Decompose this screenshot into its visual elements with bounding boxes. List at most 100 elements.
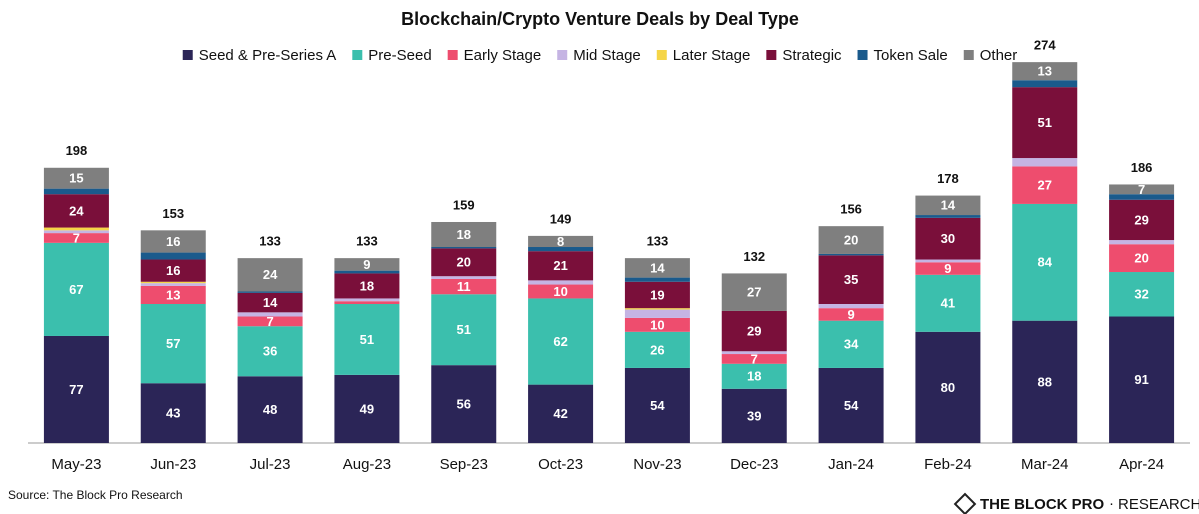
bar-segment <box>721 351 787 355</box>
data-label: 19 <box>650 287 664 302</box>
bar-segment <box>818 304 884 309</box>
bar-segment <box>43 167 109 189</box>
x-tick-label: Jun-23 <box>150 456 196 473</box>
bar-segment <box>1109 316 1175 443</box>
bar-segment <box>237 326 303 377</box>
legend-marker <box>447 50 458 60</box>
bar-segment <box>334 270 400 274</box>
bar-segment <box>1109 272 1175 317</box>
bar-segment <box>528 280 594 285</box>
bar-segment <box>721 310 787 352</box>
bar-segment <box>334 273 400 299</box>
bar-segment <box>624 277 690 282</box>
legend-marker <box>857 50 868 60</box>
bar-segment <box>334 374 400 443</box>
legend-marker <box>963 50 974 60</box>
bar-segment <box>334 258 400 271</box>
bar-segment <box>431 365 497 443</box>
data-label: 54 <box>844 398 859 413</box>
data-label: 20 <box>457 255 471 270</box>
legend-marker <box>557 50 568 60</box>
data-label: 18 <box>360 278 374 293</box>
bar-segment <box>721 388 787 443</box>
bar-segment <box>1109 244 1175 273</box>
bar-segment <box>721 354 787 364</box>
bar-segment <box>237 292 303 313</box>
data-label: 14 <box>650 260 665 275</box>
data-label: 27 <box>747 285 761 300</box>
data-label: 51 <box>360 332 374 347</box>
data-label: 49 <box>360 401 374 416</box>
data-label: 21 <box>553 258 567 273</box>
data-label: 7 <box>73 230 80 245</box>
data-label: 56 <box>457 397 471 412</box>
bar-segment <box>1012 166 1078 204</box>
data-label: 32 <box>1134 287 1148 302</box>
bar-segment <box>140 285 206 304</box>
data-label: 30 <box>941 231 955 246</box>
bar-segment <box>818 253 884 256</box>
bar-segment <box>624 309 690 318</box>
bar-segment <box>818 367 884 443</box>
chart-title: Blockchain/Crypto Venture Deals by Deal … <box>401 9 799 29</box>
data-label: 62 <box>553 334 567 349</box>
bar-segment <box>915 217 981 260</box>
legend-label: Token Sale <box>874 47 948 64</box>
legend-label: Strategic <box>782 47 842 64</box>
data-label: 36 <box>263 344 277 359</box>
bar-segment <box>528 298 594 385</box>
bar-segment <box>915 331 981 443</box>
data-label: 35 <box>844 272 858 287</box>
x-tick-label: Apr-24 <box>1119 456 1164 473</box>
total-label: 156 <box>840 202 862 217</box>
total-label: 153 <box>162 206 184 221</box>
bar-segment <box>334 301 400 304</box>
bar-segment <box>624 317 690 332</box>
legend-label: Mid Stage <box>573 47 641 64</box>
bar-segment <box>140 304 206 384</box>
total-label: 149 <box>550 211 572 226</box>
data-label: 16 <box>166 234 180 249</box>
bar-segment <box>721 273 787 311</box>
bar-segment <box>915 259 981 263</box>
bar-segment <box>1012 87 1078 159</box>
data-label: 67 <box>69 282 83 297</box>
data-label: 24 <box>69 203 84 218</box>
bar-segment <box>1012 320 1078 443</box>
bar-segment <box>140 252 206 260</box>
bar-segment <box>43 335 109 443</box>
legend-label: Seed & Pre-Series A <box>199 47 337 64</box>
bar-segment <box>818 320 884 368</box>
data-label: 29 <box>1134 212 1148 227</box>
total-label: 132 <box>743 249 765 264</box>
data-label: 91 <box>1134 372 1148 387</box>
total-label: 133 <box>647 234 669 249</box>
bar-segment <box>1012 158 1078 167</box>
legend-marker <box>182 50 193 60</box>
bar-segment <box>1109 240 1175 245</box>
bar-segment <box>624 258 690 278</box>
data-label: 29 <box>747 324 761 339</box>
bar-segment <box>915 274 981 332</box>
x-tick-label: Aug-23 <box>343 456 391 473</box>
data-label: 9 <box>363 257 370 272</box>
total-label: 178 <box>937 171 959 186</box>
legend-marker <box>766 50 777 60</box>
bar-segment <box>43 227 109 231</box>
bar-segment <box>431 278 497 295</box>
bar-segment <box>624 367 690 443</box>
x-tick-label: Oct-23 <box>538 456 583 473</box>
bar-segment <box>431 248 497 277</box>
bar-segment <box>140 383 206 443</box>
bar-segment <box>140 283 206 286</box>
bar-segment <box>431 276 497 279</box>
bar-segment <box>915 262 981 275</box>
data-label: 54 <box>650 398 665 413</box>
bar-segment <box>43 194 109 228</box>
data-label: 9 <box>847 307 854 322</box>
bar-segment <box>43 230 109 234</box>
legend-label: Later Stage <box>673 47 751 64</box>
bar-segment <box>915 195 981 216</box>
bar-segment <box>237 316 303 327</box>
